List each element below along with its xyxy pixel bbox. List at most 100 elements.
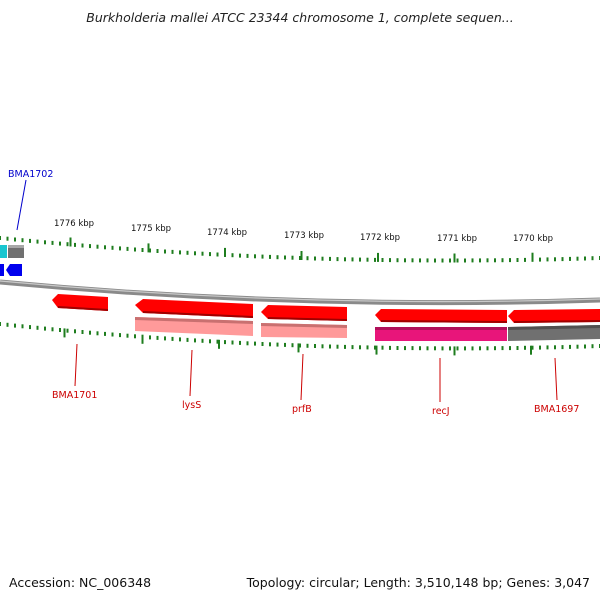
inner-scale-minor-tick — [501, 346, 504, 351]
feature-lyss[interactable] — [135, 317, 253, 336]
inner-scale-minor-tick — [524, 345, 526, 350]
inner-scale-minor-tick — [74, 329, 76, 334]
outer-scale-minor-tick — [426, 258, 429, 263]
gene-bma1701[interactable] — [52, 294, 108, 311]
feature-prfb[interactable] — [261, 323, 347, 338]
outer-scale-minor-tick — [126, 246, 129, 251]
inner-scale-minor-tick — [389, 345, 391, 350]
inner-scale-minor-tick — [494, 346, 496, 351]
inner-scale-minor-tick — [51, 327, 54, 332]
outer-scale-minor-tick — [141, 248, 144, 252]
outer-scale-minor-tick — [366, 257, 369, 262]
gene-lyss[interactable] — [135, 299, 253, 318]
outer-scale-minor-tick — [329, 256, 331, 261]
gene-label-prfb[interactable]: prfB — [292, 404, 312, 415]
gene-label-bma1701[interactable]: BMA1701 — [52, 390, 97, 401]
inner-scale-minor-tick — [344, 344, 346, 349]
inner-scale-minor-tick — [291, 343, 294, 348]
inner-scale-minor-tick — [14, 323, 16, 328]
gene-bma1697[interactable] — [508, 309, 600, 323]
gene-label-recj[interactable]: recJ — [432, 406, 450, 417]
inner-scale-minor-tick — [516, 346, 519, 350]
outer-scale-minor-tick — [351, 257, 354, 262]
outer-scale-minor-tick — [314, 256, 316, 261]
outer-scale-minor-tick — [449, 258, 451, 263]
outer-scale-minor-tick — [171, 249, 174, 254]
outer-scale-minor-tick — [119, 246, 121, 251]
inner-scale-minor-tick — [96, 331, 99, 336]
gene-label-lyss[interactable]: lysS — [182, 400, 201, 411]
feature-recj[interactable] — [375, 327, 507, 341]
inner-scale-minor-tick — [179, 337, 181, 342]
outer-scale-minor-tick — [321, 256, 324, 261]
outer-scale-minor-tick — [464, 258, 466, 263]
inner-scale-minor-tick — [306, 343, 309, 348]
inner-scale-minor-tick — [329, 344, 331, 349]
outer-scale-minor-tick — [179, 250, 181, 255]
outer-scale-minor-tick — [231, 253, 234, 258]
inner-scale-minor-tick — [134, 334, 136, 339]
leader-bma1697 — [554, 357, 558, 401]
gene-label-bma1702[interactable]: BMA1702 — [8, 169, 53, 180]
inner-scale-minor-tick — [66, 328, 69, 333]
inner-scale-minor-tick — [216, 339, 219, 344]
inner-scale-minor-tick — [194, 338, 196, 343]
outer-scale-minor-tick — [164, 249, 166, 254]
outer-scale-minor-tick — [359, 257, 361, 262]
inner-scale-minor-tick — [554, 345, 556, 350]
inner-scale-minor-tick — [314, 344, 316, 348]
inner-scale-minor-tick — [156, 335, 159, 340]
inner-scale-minor-tick — [426, 346, 429, 351]
leader-lyss — [189, 349, 193, 397]
inner-scale-minor-tick — [254, 341, 256, 346]
inner-scale-minor-tick — [546, 345, 549, 350]
outer-scale-major-tick — [377, 252, 379, 262]
inner-scale-minor-tick — [44, 326, 46, 331]
inner-scale-minor-tick — [231, 340, 234, 345]
gene-prfb[interactable] — [261, 305, 347, 321]
inner-scale-minor-tick — [36, 325, 39, 330]
scale-label-1776: 1776 kbp — [54, 219, 94, 229]
chromosome-backbone-highlight — [0, 280, 600, 303]
outer-scale-minor-tick — [81, 243, 84, 248]
outer-scale-minor-tick — [584, 256, 586, 261]
gene-label-bma1697[interactable]: BMA1697 — [534, 404, 579, 415]
outer-scale-major-tick — [147, 243, 150, 253]
scale-label-1771: 1771 kbp — [437, 234, 477, 244]
gene-bma1702 — [6, 264, 22, 276]
outer-scale-minor-tick — [96, 244, 99, 249]
inner-scale-minor-tick — [126, 333, 129, 338]
inner-scale-minor-tick — [411, 346, 414, 351]
inner-scale-minor-tick — [81, 330, 84, 334]
inner-scale-minor-tick — [6, 322, 9, 327]
outer-scale-minor-tick — [524, 257, 526, 262]
outer-scale-minor-tick — [6, 236, 9, 241]
outer-scale-major-tick — [300, 251, 303, 260]
inner-scale-minor-tick — [336, 344, 339, 349]
inner-scale-minor-tick — [486, 346, 489, 351]
feature-bma1697[interactable] — [508, 325, 600, 341]
inner-scale-minor-tick — [449, 346, 451, 351]
scale-labels: 1776 kbp 1775 kbp 1774 kbp 1773 kbp 1772… — [54, 219, 553, 244]
gene-gray-small — [8, 245, 24, 258]
outer-scale-minor-tick — [546, 257, 549, 262]
outer-scale-minor-tick — [404, 258, 406, 263]
outer-scale-minor-tick — [111, 245, 114, 250]
outer-scale-minor-tick — [269, 254, 271, 259]
gene-recj[interactable] — [375, 309, 507, 323]
outer-scale-minor-tick — [291, 255, 294, 260]
inner-scale-minor-tick — [104, 331, 106, 336]
inner-scale-minor-tick — [284, 342, 286, 347]
outer-scale-minor-tick — [539, 257, 541, 262]
outer-scale-minor-tick — [261, 254, 264, 259]
inner-scale-minor-tick — [186, 337, 189, 342]
outer-scale-minor-tick — [186, 250, 189, 255]
outer-scale-minor-tick — [29, 238, 31, 243]
inner-scale-minor-tick — [0, 322, 1, 326]
inner-scale-minor-tick — [239, 340, 241, 345]
inner-scale-minor-tick — [561, 345, 564, 350]
outer-scale-minor-tick — [156, 249, 159, 253]
inner-scale-minor-tick — [584, 344, 586, 349]
outer-scale-minor-tick — [456, 258, 459, 263]
